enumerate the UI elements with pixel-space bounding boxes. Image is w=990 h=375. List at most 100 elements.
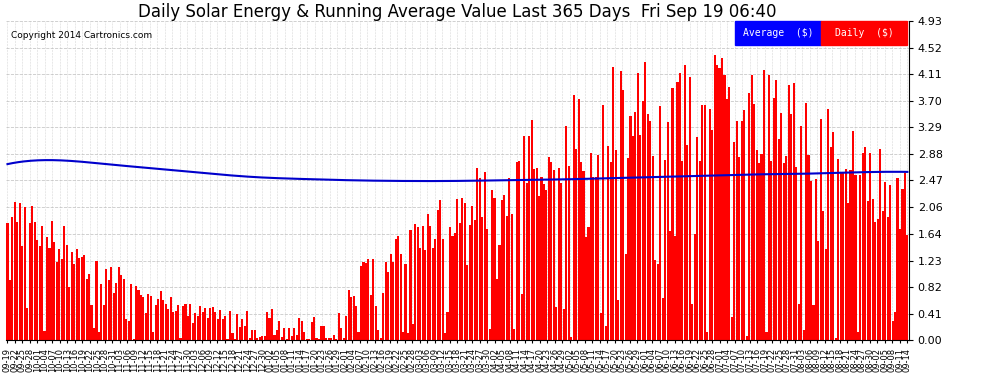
Bar	[16, 222, 19, 340]
Bar	[268, 318, 270, 340]
Bar	[562, 309, 565, 340]
Bar	[227, 339, 229, 340]
Bar	[575, 149, 577, 340]
Bar	[897, 178, 899, 340]
Bar	[547, 157, 550, 340]
Bar	[716, 65, 718, 341]
Bar	[676, 82, 678, 340]
Bar	[80, 256, 83, 340]
Bar	[681, 161, 683, 340]
Bar	[696, 136, 698, 340]
Bar	[615, 150, 617, 340]
Bar	[557, 168, 560, 340]
Bar	[828, 110, 830, 340]
Bar	[442, 239, 444, 340]
Bar	[572, 95, 574, 340]
Bar	[362, 262, 364, 340]
Bar	[247, 311, 248, 340]
Bar	[679, 72, 681, 341]
Bar	[365, 263, 367, 340]
Bar	[303, 332, 305, 340]
Text: Copyright 2014 Cartronics.com: Copyright 2014 Cartronics.com	[11, 30, 151, 39]
Bar	[222, 319, 224, 340]
Bar	[407, 333, 409, 340]
Bar	[889, 186, 891, 340]
Bar	[476, 168, 478, 340]
Bar	[538, 196, 541, 340]
Bar	[326, 338, 328, 340]
Bar	[612, 67, 614, 341]
Bar	[904, 173, 906, 340]
Bar	[887, 217, 889, 340]
Bar	[214, 312, 216, 340]
Bar	[187, 316, 189, 340]
Bar	[874, 222, 876, 340]
Bar	[85, 279, 88, 340]
Bar	[261, 336, 263, 340]
Bar	[29, 223, 31, 340]
Bar	[159, 291, 161, 340]
Bar	[637, 73, 639, 340]
Bar	[775, 80, 777, 340]
Bar	[311, 322, 313, 340]
Bar	[55, 262, 58, 340]
Bar	[833, 132, 835, 340]
Bar	[412, 324, 414, 340]
Bar	[632, 136, 634, 340]
Bar	[318, 339, 320, 340]
Bar	[461, 198, 463, 340]
Bar	[58, 249, 60, 340]
Bar	[498, 245, 501, 340]
Bar	[346, 316, 347, 340]
Bar	[237, 314, 239, 340]
Bar	[533, 169, 536, 340]
Bar	[625, 255, 627, 340]
Bar	[108, 280, 110, 340]
Bar	[341, 328, 343, 340]
Bar	[706, 332, 708, 340]
Bar	[503, 195, 506, 340]
Bar	[864, 147, 866, 340]
Bar	[691, 304, 693, 340]
Bar	[367, 259, 369, 340]
Bar	[686, 145, 688, 340]
Bar	[212, 307, 214, 340]
Title: Daily Solar Energy & Running Average Value Last 365 Days  Fri Sep 19 06:40: Daily Solar Energy & Running Average Val…	[139, 3, 777, 21]
Bar	[661, 298, 663, 340]
Bar	[390, 254, 392, 340]
Bar	[745, 336, 747, 340]
Bar	[323, 326, 325, 340]
Bar	[739, 157, 741, 340]
Bar	[360, 266, 362, 340]
Bar	[169, 297, 171, 340]
Bar	[468, 225, 471, 340]
Bar	[813, 305, 815, 340]
Bar	[184, 304, 186, 340]
Bar	[736, 121, 738, 340]
Bar	[753, 104, 755, 340]
Bar	[128, 321, 130, 340]
Bar	[110, 267, 112, 340]
Bar	[577, 99, 579, 340]
Bar	[177, 305, 179, 340]
Bar	[95, 261, 98, 340]
Bar	[39, 246, 41, 340]
Bar	[536, 168, 538, 340]
Bar	[580, 162, 582, 340]
Bar	[882, 211, 884, 340]
Bar	[644, 62, 646, 340]
Bar	[405, 264, 407, 340]
Bar	[113, 293, 115, 340]
Bar	[118, 267, 120, 340]
Bar	[741, 120, 742, 340]
Bar	[63, 226, 65, 340]
Bar	[430, 226, 432, 340]
Bar	[41, 226, 44, 340]
Bar	[372, 258, 374, 340]
Bar	[810, 181, 812, 340]
Bar	[488, 329, 491, 340]
Bar	[422, 225, 424, 340]
Bar	[415, 224, 417, 340]
Bar	[60, 259, 63, 340]
Bar	[98, 332, 100, 340]
